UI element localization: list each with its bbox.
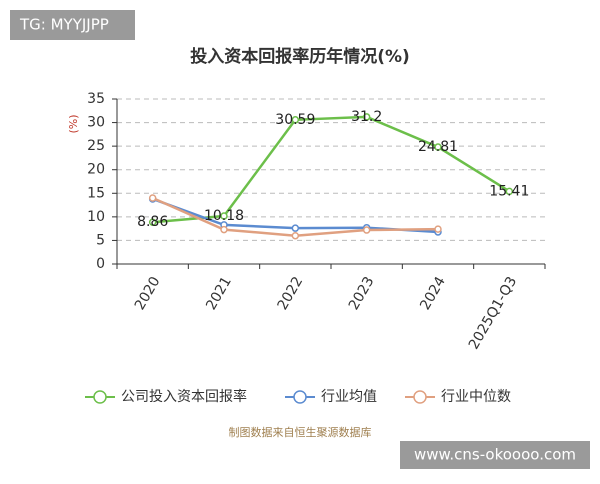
- data-point: [291, 116, 300, 124]
- data-point: [220, 212, 228, 220]
- watermark: TG: MYYJJPP: [19, 16, 109, 34]
- legend-marker: [93, 390, 107, 404]
- y-tick-label: 0: [96, 256, 105, 272]
- y-tick-label: 5: [96, 232, 105, 248]
- y-tick-label: 25: [87, 138, 105, 154]
- data-point: [148, 194, 157, 202]
- data-label: 24.81: [418, 139, 458, 155]
- legend-marker: [413, 390, 427, 404]
- data-label: 10.18: [204, 208, 244, 224]
- y-tick-label: 10: [87, 209, 105, 225]
- y-axis-label: (%): [67, 114, 80, 133]
- data-label: 15.41: [489, 183, 529, 199]
- data-label: 31.2: [351, 109, 382, 125]
- watermark-box: [10, 10, 135, 40]
- data-point: [362, 113, 371, 121]
- legend-marker: [293, 390, 307, 404]
- data-point: [220, 225, 228, 234]
- website: www.cns-okoooo.com: [414, 446, 576, 464]
- data-point: [434, 225, 442, 233]
- x-tick-label: 2023: [346, 274, 378, 313]
- series-line: [152, 115, 510, 224]
- legend-label: 公司投入资本回报率: [121, 388, 247, 405]
- y-tick-label: 15: [87, 185, 105, 201]
- y-tick-label: 35: [87, 91, 105, 107]
- source: 制图数据来自恒生聚源数据库: [229, 425, 372, 439]
- data-point: [362, 226, 371, 234]
- x-tick-label: 2021: [203, 274, 235, 313]
- data-point: [148, 218, 157, 226]
- data-point: [291, 231, 300, 240]
- data-point: [505, 187, 514, 196]
- website-box: [400, 441, 590, 469]
- legend-label: 行业中位数: [441, 389, 511, 405]
- x-tick-label: 2025Q1-Q3: [466, 274, 520, 352]
- chart-title: 投入资本回报率历年情况(%): [190, 46, 410, 67]
- x-tick-label: 2024: [417, 274, 449, 313]
- data-point: [434, 143, 442, 151]
- y-tick-label: 30: [87, 115, 105, 131]
- legend-label: 行业均值: [321, 389, 377, 405]
- data-point: [291, 224, 300, 232]
- data-label: 8.86: [137, 214, 168, 230]
- x-tick-label: 2022: [275, 274, 307, 313]
- data-label: 30.59: [275, 112, 315, 128]
- x-tick-label: 2020: [132, 274, 164, 313]
- y-tick-label: 20: [87, 162, 105, 178]
